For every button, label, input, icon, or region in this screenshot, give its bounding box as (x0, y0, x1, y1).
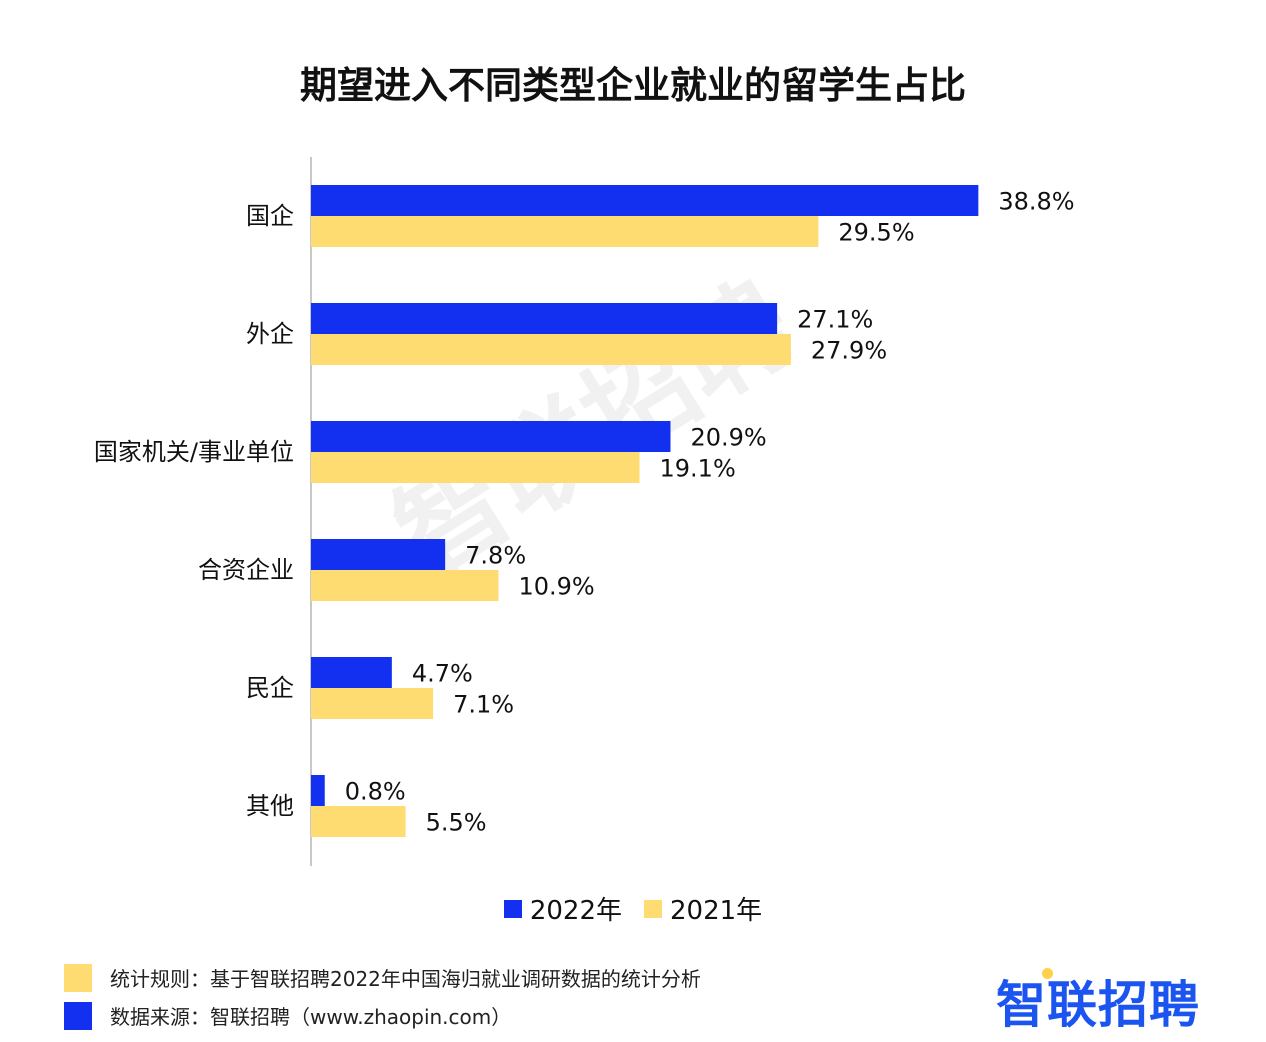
data-label-2021: 10.9% (518, 573, 594, 601)
bar-2022 (311, 657, 392, 688)
bar-2021 (311, 216, 819, 247)
category-label: 民企 (246, 674, 294, 702)
bar-2021 (311, 570, 499, 601)
chart-legend: 2022年 2021年 (0, 890, 1266, 927)
data-label-2022: 20.9% (690, 424, 766, 452)
legend-label-2022: 2022年 (529, 896, 622, 926)
chart-title: 期望进入不同类型企业就业的留学生占比 (300, 64, 966, 107)
legend-swatch-2021 (644, 899, 662, 918)
bar-2021 (311, 688, 434, 719)
bar-2022 (311, 775, 325, 806)
data-label-2021: 7.1% (453, 691, 514, 719)
footer-rule-text: 统计规则：基于智联招聘2022年中国海归就业调研数据的统计分析 (110, 967, 701, 991)
bar-2022 (311, 185, 979, 216)
bar-2021 (311, 334, 791, 365)
category-label: 合资企业 (198, 556, 294, 584)
category-label: 国家机关/事业单位 (94, 438, 294, 466)
data-label-2022: 4.7% (412, 660, 473, 688)
brand-logo-dot (1042, 968, 1053, 979)
footer-rule-row: 统计规则：基于智联招聘2022年中国海归就业调研数据的统计分析 (64, 963, 701, 992)
footer-source-swatch (64, 1001, 92, 1030)
data-label-2021: 19.1% (660, 455, 736, 483)
footer-source-row: 数据来源：智联招聘（www.zhaopin.com） (64, 1001, 511, 1030)
data-label-2022: 0.8% (345, 778, 406, 806)
bar-2022 (311, 303, 778, 334)
bar-2022 (311, 421, 671, 452)
footer-rule-swatch (64, 963, 92, 992)
legend-swatch-2022 (503, 899, 522, 918)
bar-2021 (311, 806, 406, 837)
legend-label-2021: 2021年 (670, 896, 763, 926)
legend-item-2021: 2021年 (644, 890, 762, 927)
data-label-2022: 27.1% (797, 306, 873, 334)
data-label-2021: 5.5% (426, 809, 487, 837)
bar-2022 (311, 539, 446, 570)
category-label: 国企 (246, 202, 294, 230)
data-label-2021: 27.9% (811, 337, 887, 365)
category-label: 外企 (246, 320, 294, 348)
data-label-2021: 29.5% (838, 219, 914, 247)
legend-item-2022: 2022年 (503, 890, 622, 927)
footer-source-text: 数据来源：智联招聘（www.zhaopin.com） (110, 1005, 512, 1029)
data-label-2022: 7.8% (465, 542, 526, 570)
data-label-2022: 38.8% (998, 188, 1074, 216)
bar-chart: 国企 38.8% 29.5% 外企 27.1% 27.9% 国家机关/事业单位 20.9% 19… (94, 157, 1075, 866)
brand-logo: 智联招聘 (996, 976, 1200, 1034)
bar-2021 (311, 452, 640, 483)
category-label: 其他 (246, 792, 294, 820)
